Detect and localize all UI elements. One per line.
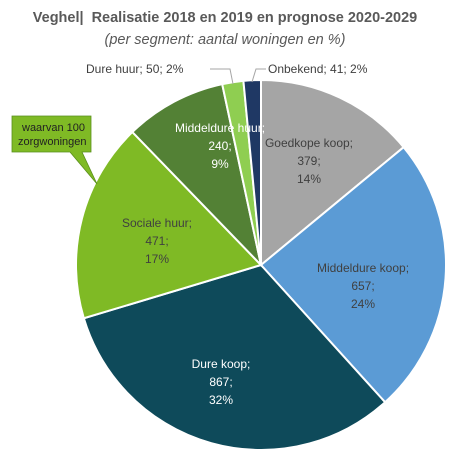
slice-label-value: 240; [208, 139, 231, 153]
pie-slice-dure-koop [82, 263, 387, 451]
leader-lines [210, 68, 266, 85]
slice-label-value: 471; [145, 234, 168, 248]
callout-line-1: waarvan 100 [21, 122, 85, 134]
leader-line [251, 68, 266, 83]
pie-slice-middeldure-huur [130, 82, 263, 269]
callout-line-2: zorgwoningen [18, 136, 87, 148]
slice-label-percent: 32% [209, 393, 233, 407]
slice-label-name: Sociale huur; [122, 216, 192, 230]
leader-line [210, 68, 234, 85]
callout: waarvan 100 zorgwoningen [11, 115, 98, 185]
slice-label-name: Dure koop; [192, 357, 251, 371]
slice-label-percent: 14% [297, 172, 321, 186]
slice-label-value: 379; [297, 154, 320, 168]
slice-label-outside: Onbekend; 41; 2% [268, 62, 368, 76]
slice-labels: Goedkope koop; 379; 14% Middeldure koop; 657… [86, 62, 409, 407]
pie-slices [75, 78, 447, 451]
slice-label-value: 867; [209, 375, 232, 389]
pie-slice-goedkope-koop [260, 78, 406, 268]
chart-title: Veghel| Realisatie 2018 en 2019 en progno… [33, 10, 417, 26]
slice-label-percent: 17% [145, 252, 169, 266]
chart-title-text: Realisatie 2018 en 2019 en prognose 2020… [92, 10, 418, 26]
slice-label-percent: 9% [211, 157, 229, 171]
pie-slice-sociale-huur [75, 130, 263, 320]
callout-box [11, 115, 98, 185]
slice-label-name: Middeldure koop; [317, 261, 409, 275]
chart-subtitle: (per segment: aantal woningen en %) [104, 32, 345, 48]
chart-title-place: Veghel [33, 10, 80, 26]
slice-label-value: 657; [351, 279, 374, 293]
slice-label-percent: 24% [351, 297, 375, 311]
slice-label-name: Goedkope koop; [265, 136, 353, 150]
chart-title-separator: | [80, 10, 84, 26]
slice-label-outside: Dure huur; 50; 2% [86, 62, 184, 76]
pie-slice-middeldure-koop [259, 145, 447, 404]
slice-label-name: Middeldure huur; [175, 121, 265, 135]
